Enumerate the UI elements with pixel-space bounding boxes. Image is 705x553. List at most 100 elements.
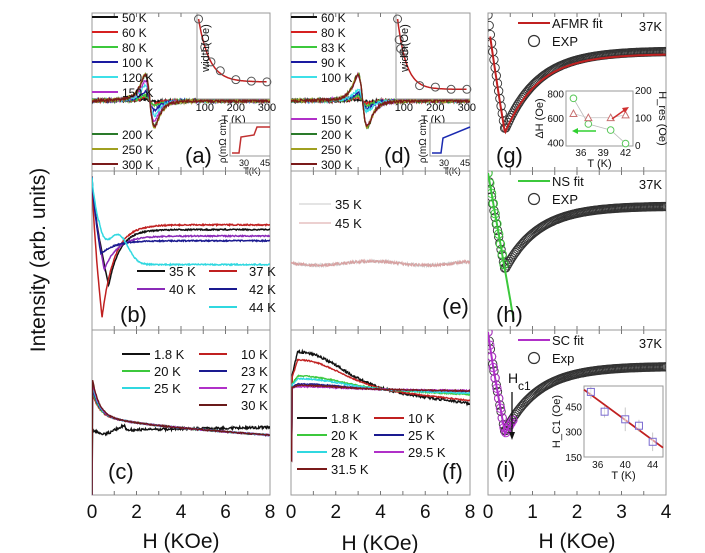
panel-h: NS fit EXP 37K (h) (487, 170, 667, 331)
inset-data-point (215, 66, 225, 76)
data-point (518, 237, 529, 247)
inset-data-point (399, 47, 409, 57)
legend-label: 1.8 K (331, 411, 362, 426)
fit-line (488, 172, 515, 321)
legend-label: 100 K (122, 56, 153, 70)
inset-x-tick-label: 39 (598, 148, 610, 159)
inset-deltaH-point (584, 120, 593, 128)
legend-label: 90 K (321, 56, 346, 70)
x-axis-label-col2: H (KOe) (341, 532, 418, 553)
inset-x-tick-label: 100 (196, 102, 214, 114)
legend-label: 120 K (122, 71, 153, 85)
legend-label: 25 K (154, 381, 181, 396)
legend-label: 10 K (241, 347, 268, 362)
x-tick-label: 6 (220, 502, 231, 523)
inset-x-tick-label: 36 (592, 460, 604, 471)
inset-deltaH-point (621, 139, 630, 148)
inset-y-tick-label: 300 (565, 428, 582, 439)
legend-label: EXP (552, 192, 578, 207)
inset-deltaH-point (569, 94, 578, 103)
x-tick-label: 8 (465, 502, 476, 523)
data-point-fitted (488, 198, 499, 209)
legend-label: 150 K (321, 113, 352, 127)
inset-data-point (634, 421, 643, 430)
panel-label: (c) (108, 459, 134, 484)
inset-x-label: T (K) (611, 470, 635, 482)
panel-b: 35 K 37 K 40 K 42 K 44 K (b) (91, 170, 276, 331)
inset-data-point (206, 57, 216, 67)
inset-y-tick-label: 0 (635, 141, 641, 152)
legend-label: EXP (552, 34, 578, 49)
legend-label: 29.5 K (408, 445, 446, 460)
panel-label: (f) (442, 459, 463, 484)
inset-x-tick-label: 42 (620, 148, 632, 159)
annotation-H: H (508, 370, 518, 386)
inset-x-tick-label: 300 (458, 102, 476, 114)
inset-y-label-left: ΔH (Oe) (534, 98, 546, 138)
temperature-label: 37K (639, 336, 662, 351)
data-point (509, 411, 519, 422)
legend-circle-icon (527, 192, 541, 206)
data-point-fitted (495, 239, 506, 249)
inset-x-tick-label: 40 (620, 460, 632, 471)
data-point-fitted (499, 259, 509, 270)
inset-y-tick-label: 100 (635, 114, 652, 125)
panel-label: (e) (442, 294, 469, 319)
inset-data-point (194, 14, 204, 24)
legend-label: 300 K (321, 158, 352, 172)
inset-data-point (600, 407, 609, 416)
inset-x-tick-label: 30 (239, 158, 249, 168)
inset-rho-line (232, 126, 270, 154)
inset-data-point (394, 35, 404, 45)
x-axis-label-col1: H (KOe) (142, 530, 219, 553)
data-point-fitted (493, 393, 504, 404)
inset-y-label: width(Oe) (399, 24, 411, 73)
legend-label: 45 K (335, 216, 362, 231)
inset-y-tick-label: 600 (547, 114, 564, 125)
legend-label: 83 K (321, 41, 346, 55)
inset-y-label-right: H_res (Oe) (656, 91, 668, 145)
data-point-fitted (497, 413, 507, 423)
legend-circle-icon (527, 351, 541, 365)
legend-label: Exp (552, 351, 574, 366)
data-point-fitted (506, 418, 516, 428)
x-tick-label: 4 (661, 502, 672, 523)
inset-y-label: H_C1 (Oe) (551, 395, 563, 448)
temperature-label: 37K (639, 177, 662, 192)
data-point (661, 46, 666, 57)
panel-c: 0 2 4 6 8 1.8 K 10 K 20 K 23 K 25 K 27 K 30 K (c) (87, 329, 276, 523)
inset-rho-line (432, 126, 471, 154)
series-line (92, 177, 270, 256)
legend-label: 60 K (122, 26, 147, 40)
data-point (528, 228, 538, 238)
legend-label: 50 K (122, 11, 147, 25)
x-tick-label: 4 (176, 502, 187, 523)
data-point (520, 398, 530, 408)
x-tick-label: 8 (265, 502, 276, 523)
inset-Hres-point (583, 113, 593, 122)
annotation-subscript: c1 (518, 379, 531, 393)
data-point (508, 251, 518, 261)
inset-data-point (446, 84, 456, 94)
arrow-head-icon (509, 432, 515, 440)
legend-label: 300 K (122, 158, 153, 172)
legend-label: 80 K (321, 26, 346, 40)
inset-data-point (393, 14, 403, 24)
legend-label: 40 K (169, 282, 196, 297)
legend-label: AFMR fit (552, 16, 603, 31)
legend-label: 25 K (408, 428, 435, 443)
temperature-label: 37K (639, 19, 662, 34)
panel-b-frame (91, 170, 271, 331)
legend-label: 200 K (122, 128, 153, 142)
data-point-fitted (488, 362, 499, 373)
legend-label: 30 K (241, 398, 268, 413)
x-tick-label: 2 (572, 502, 583, 523)
series-line (92, 177, 270, 267)
inset-data-point (231, 75, 241, 85)
data-point-fitted (488, 178, 495, 188)
legend-label: 35 K (335, 197, 362, 212)
inset-rho-frame (429, 122, 471, 157)
data-point-fitted (492, 383, 502, 393)
